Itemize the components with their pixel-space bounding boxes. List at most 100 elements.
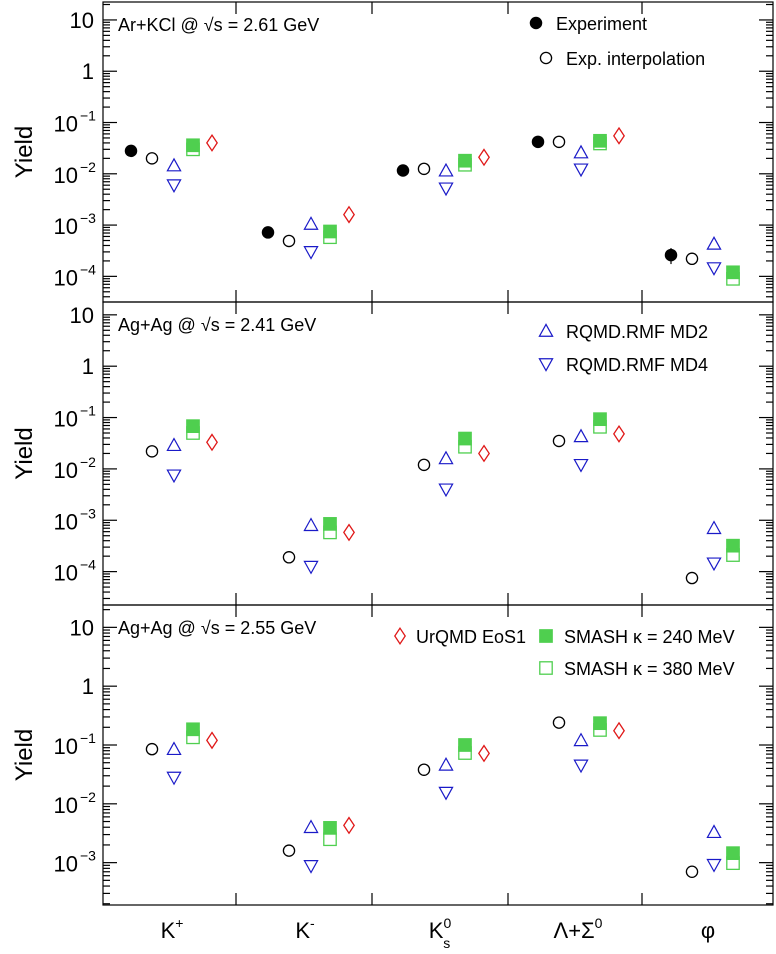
y-tick-base: 10	[54, 265, 78, 290]
rqmd-md2-point	[303, 819, 319, 834]
panel-title: Ar+KCl @ √s = 2.61 GeV	[118, 15, 319, 35]
urqmd-point	[478, 148, 490, 167]
exp-interpolation-point	[282, 844, 296, 857]
y-tick-exponent: −3	[80, 505, 96, 521]
rqmd-md2-point	[573, 144, 589, 159]
y-tick-label: 10 −1	[54, 108, 97, 137]
panel-title: Ag+Ag @ √s = 2.41 GeV	[118, 315, 316, 335]
rqmd-md4-point	[166, 179, 182, 194]
y-tick-label: 10 −2	[54, 789, 97, 818]
y-tick-label: 1	[82, 354, 94, 379]
y-tick-base: 10	[54, 214, 78, 239]
exp-interpolation-point	[282, 234, 296, 248]
urqmd-point	[343, 205, 355, 224]
rqmd-md4-point	[303, 860, 319, 874]
urqmd-point	[343, 523, 355, 542]
x-tick-label: K-	[295, 915, 315, 943]
exp-interpolation-point	[417, 162, 431, 176]
legend-label-urqmd: UrQMD EoS1	[416, 627, 526, 647]
y-tick-label: 10 −1	[54, 403, 97, 432]
exp-interpolation-point	[145, 445, 159, 458]
exp-interpolation-point	[417, 458, 431, 472]
legend-marker-experiment	[529, 16, 543, 30]
y-tick-label: 10	[70, 8, 94, 33]
smash-240-point	[458, 153, 472, 168]
y-tick-label: 10	[70, 303, 94, 328]
rqmd-md4-point	[706, 557, 722, 572]
y-tick-label: 10 −1	[54, 730, 97, 759]
smash-240-point	[186, 419, 200, 434]
smash-240-point	[458, 738, 472, 752]
x-tick-label: φ	[701, 918, 715, 943]
smash-240-point	[726, 265, 740, 280]
y-tick-exponent: −4	[80, 557, 96, 573]
y-tick-base: 10	[70, 615, 94, 640]
plot-frame	[102, 604, 774, 906]
rqmd-md2-point	[166, 741, 182, 756]
rqmd-md2-point	[573, 732, 589, 747]
y-tick-label: 10 −4	[54, 261, 97, 290]
rqmd-md4-point	[706, 262, 722, 276]
rqmd-md4-point	[303, 560, 319, 575]
rqmd-md4-point	[303, 246, 319, 260]
legend-marker-rqmd-md4	[538, 358, 554, 372]
urqmd-point	[613, 424, 625, 443]
rqmd-md2-point	[438, 162, 454, 177]
legend: Experiment Exp. interpolation RQMD.RMF MD2…	[394, 14, 735, 679]
x-tick-label: K0 s	[429, 915, 452, 951]
y-tick-label: 10 −2	[54, 159, 97, 188]
exp-interpolation-point	[282, 551, 296, 564]
y-tick-exponent: −2	[80, 454, 96, 470]
y-tick-label: 10 −3	[54, 210, 97, 239]
y-tick-base: 10	[54, 112, 78, 137]
rqmd-md2-point	[166, 437, 182, 452]
legend-label-smash-380: SMASH κ = 380 MeV	[564, 659, 735, 679]
rqmd-md4-point	[706, 858, 722, 873]
smash-240-point	[726, 538, 740, 553]
rqmd-md2-point	[706, 236, 722, 250]
y-tick-label: 10 −2	[54, 454, 97, 483]
urqmd-point	[478, 444, 490, 463]
smash-240-point	[458, 431, 472, 446]
urqmd-point	[613, 126, 625, 145]
y-tick-exponent: −1	[80, 730, 96, 746]
rqmd-md4-point	[438, 182, 454, 197]
urqmd-point	[478, 744, 490, 763]
exp-interpolation-point	[685, 571, 699, 585]
experiment-point	[261, 226, 275, 239]
smash-240-point	[186, 722, 200, 737]
rqmd-md2-point	[706, 520, 722, 535]
rqmd-md2-point	[303, 216, 319, 230]
smash-240-point	[323, 821, 337, 835]
y-tick-label: 10 −3	[54, 848, 97, 877]
y-tick-base: 10	[70, 8, 94, 33]
x-axis-labels: K+ K- K0 s Λ+Σ0 φ	[161, 915, 716, 951]
rqmd-md4-point	[166, 771, 182, 786]
rqmd-md4-point	[573, 759, 589, 774]
rqmd-md2-point	[573, 428, 589, 443]
rqmd-md4-point	[573, 163, 589, 178]
y-tick-base: 1	[82, 354, 94, 379]
smash-240-point	[593, 412, 607, 427]
legend-label-rqmd-md4: RQMD.RMF MD4	[566, 355, 708, 375]
experiment-point	[531, 135, 545, 149]
smash-240-point	[323, 224, 337, 239]
plot-frame	[102, 301, 774, 606]
smash-240-point	[593, 133, 607, 148]
urqmd-point	[613, 721, 625, 740]
legend-marker-exp-interpolation	[539, 51, 553, 65]
urqmd-point	[206, 433, 218, 452]
smash-380-point	[323, 832, 337, 847]
experiment-point	[664, 248, 678, 262]
rqmd-md4-point	[438, 483, 454, 498]
y-tick-exponent: −2	[80, 789, 96, 805]
exp-interpolation-point	[685, 865, 699, 879]
legend-marker-smash-380	[539, 661, 553, 675]
legend-marker-urqmd	[394, 627, 406, 645]
y-axis-label: Yield	[11, 126, 38, 178]
y-tick-label: 1	[82, 674, 94, 699]
